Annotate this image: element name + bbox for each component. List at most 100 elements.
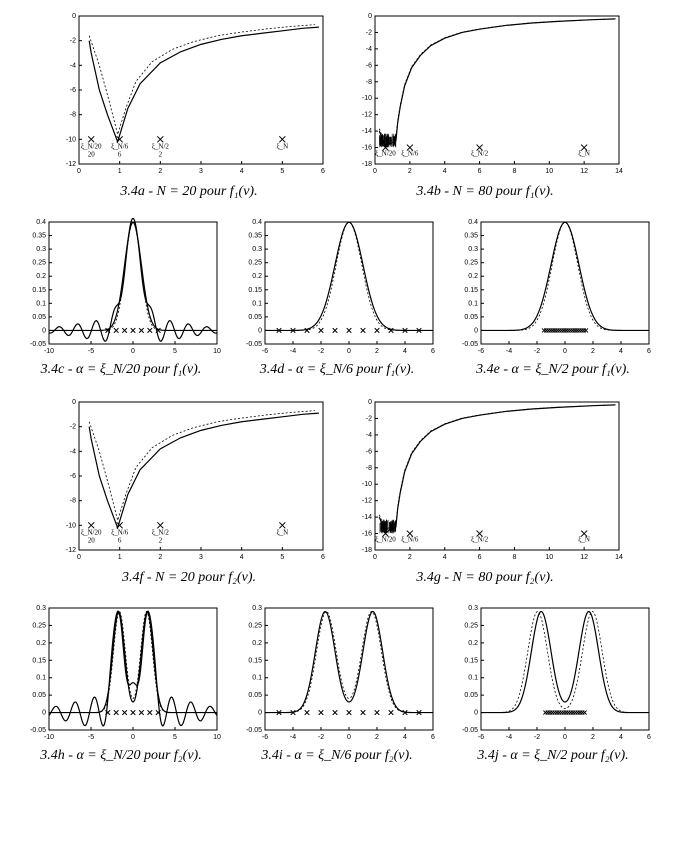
svg-text:0: 0 <box>373 554 377 561</box>
svg-text:-2: -2 <box>70 38 76 45</box>
panel-f: 01234560-2-4-6-8-10-12ξ_N/2020ξ_N/66ξ_N/… <box>49 396 329 586</box>
row-cde: -10-50510-0.0500.050.10.150.20.250.30.35… <box>10 218 664 378</box>
svg-text:-2: -2 <box>534 734 540 741</box>
svg-text:0.2: 0.2 <box>36 273 46 280</box>
svg-text:-2: -2 <box>318 734 324 741</box>
svg-text:-4: -4 <box>366 46 372 53</box>
svg-text:0.05: 0.05 <box>32 314 46 321</box>
svg-text:-12: -12 <box>362 498 372 505</box>
svg-text:0.4: 0.4 <box>252 219 262 226</box>
svg-text:ξ_N: ξ_N <box>276 528 288 536</box>
svg-text:-6: -6 <box>478 734 484 741</box>
svg-text:-6: -6 <box>366 62 372 69</box>
svg-text:-10: -10 <box>44 348 54 355</box>
panel-b: 024681012140-2-4-6-8-10-12-14-16-18ξ_N/2… <box>345 10 625 200</box>
svg-text:6: 6 <box>647 734 651 741</box>
svg-text:-8: -8 <box>366 79 372 86</box>
svg-text:0: 0 <box>77 554 81 561</box>
chart-3-4j: -6-4-20246-0.0500.050.10.150.20.250.3 <box>453 604 653 744</box>
svg-text:ξ_N/20: ξ_N/20 <box>375 150 396 158</box>
svg-text:-14: -14 <box>362 514 372 521</box>
svg-text:-4: -4 <box>366 432 372 439</box>
svg-text:0.15: 0.15 <box>464 287 478 294</box>
svg-text:1: 1 <box>118 554 122 561</box>
svg-text:2: 2 <box>591 734 595 741</box>
chart-3-4a: 01234560-2-4-6-8-10-12ξ_N/2020ξ_N/66ξ_N/… <box>49 10 329 180</box>
caption-d: 3.4d - α = ξ_N/6 pour f₁(v). <box>260 362 414 378</box>
svg-text:6: 6 <box>478 554 482 561</box>
svg-text:4: 4 <box>240 168 244 175</box>
svg-text:6: 6 <box>431 348 435 355</box>
svg-text:-5: -5 <box>88 348 94 355</box>
svg-text:ξ_N/6: ξ_N/6 <box>111 528 129 536</box>
svg-text:-2: -2 <box>318 348 324 355</box>
svg-text:2: 2 <box>591 348 595 355</box>
svg-text:ξ_N/6: ξ_N/6 <box>401 536 419 544</box>
svg-text:0.25: 0.25 <box>32 260 46 267</box>
svg-text:-8: -8 <box>366 465 372 472</box>
svg-text:0.25: 0.25 <box>32 622 46 629</box>
svg-text:0: 0 <box>474 710 478 717</box>
svg-text:-4: -4 <box>506 348 512 355</box>
caption-e: 3.4e - α = ξ_N/2 pour f₁(v). <box>476 362 630 378</box>
svg-text:-10: -10 <box>362 95 372 102</box>
caption-i: 3.4i - α = ξ_N/6 pour f₂(v). <box>261 748 412 764</box>
svg-text:0.3: 0.3 <box>36 246 46 253</box>
svg-text:20: 20 <box>88 536 96 544</box>
svg-text:-0.05: -0.05 <box>462 341 478 348</box>
svg-text:-10: -10 <box>44 734 54 741</box>
svg-text:5: 5 <box>280 554 284 561</box>
svg-text:0.2: 0.2 <box>468 273 478 280</box>
svg-text:-2: -2 <box>534 348 540 355</box>
caption-h: 3.4h - α = ξ_N/20 pour f₂(v). <box>40 748 201 764</box>
svg-text:5: 5 <box>173 734 177 741</box>
svg-text:0.15: 0.15 <box>32 287 46 294</box>
svg-text:-4: -4 <box>290 734 296 741</box>
svg-text:20: 20 <box>88 150 96 158</box>
chart-3-4e: -6-4-20246-0.0500.050.10.150.20.250.30.3… <box>453 218 653 358</box>
svg-text:0.1: 0.1 <box>252 300 262 307</box>
svg-text:10: 10 <box>213 348 221 355</box>
svg-text:4: 4 <box>443 168 447 175</box>
svg-text:0.1: 0.1 <box>468 675 478 682</box>
svg-text:0: 0 <box>72 13 76 20</box>
svg-text:0.05: 0.05 <box>248 692 262 699</box>
svg-text:-4: -4 <box>290 348 296 355</box>
svg-text:0.3: 0.3 <box>468 246 478 253</box>
svg-text:-6: -6 <box>70 473 76 480</box>
svg-text:-10: -10 <box>66 136 76 143</box>
svg-text:0.25: 0.25 <box>248 622 262 629</box>
chart-3-4d: -6-4-20246-0.0500.050.10.150.20.250.30.3… <box>237 218 437 358</box>
svg-text:0.2: 0.2 <box>36 640 46 647</box>
chart-3-4h: -10-50510-0.0500.050.10.150.20.250.3 <box>21 604 221 744</box>
svg-text:8: 8 <box>512 168 516 175</box>
svg-text:0.3: 0.3 <box>36 605 46 612</box>
svg-text:0.3: 0.3 <box>468 605 478 612</box>
svg-text:-0.05: -0.05 <box>462 727 478 734</box>
row-hij: -10-50510-0.0500.050.10.150.20.250.3 3.4… <box>10 604 664 764</box>
panel-e: -6-4-20246-0.0500.050.10.150.20.250.30.3… <box>453 218 653 378</box>
panel-d: -6-4-20246-0.0500.050.10.150.20.250.30.3… <box>237 218 437 378</box>
panel-g: 024681012140-2-4-6-8-10-12-14-16-18ξ_N/2… <box>345 396 625 586</box>
svg-text:0.35: 0.35 <box>464 233 478 240</box>
svg-text:2: 2 <box>159 150 163 158</box>
svg-text:8: 8 <box>512 554 516 561</box>
svg-text:0.05: 0.05 <box>32 692 46 699</box>
svg-text:ξ_N/20: ξ_N/20 <box>81 142 102 150</box>
svg-text:6: 6 <box>321 168 325 175</box>
caption-c: 3.4c - α = ξ_N/20 pour f₁(v). <box>41 362 202 378</box>
panel-a: 01234560-2-4-6-8-10-12ξ_N/2020ξ_N/66ξ_N/… <box>49 10 329 200</box>
svg-text:-18: -18 <box>362 161 372 168</box>
svg-text:4: 4 <box>619 348 623 355</box>
svg-text:0.1: 0.1 <box>36 675 46 682</box>
svg-text:0: 0 <box>563 348 567 355</box>
svg-text:2: 2 <box>375 734 379 741</box>
svg-text:2: 2 <box>158 554 162 561</box>
svg-text:0: 0 <box>258 710 262 717</box>
svg-text:6: 6 <box>118 536 122 544</box>
svg-text:0.2: 0.2 <box>252 640 262 647</box>
svg-text:ξ_N: ξ_N <box>276 142 288 150</box>
svg-text:4: 4 <box>403 348 407 355</box>
svg-text:-0.05: -0.05 <box>30 727 46 734</box>
svg-text:10: 10 <box>213 734 221 741</box>
